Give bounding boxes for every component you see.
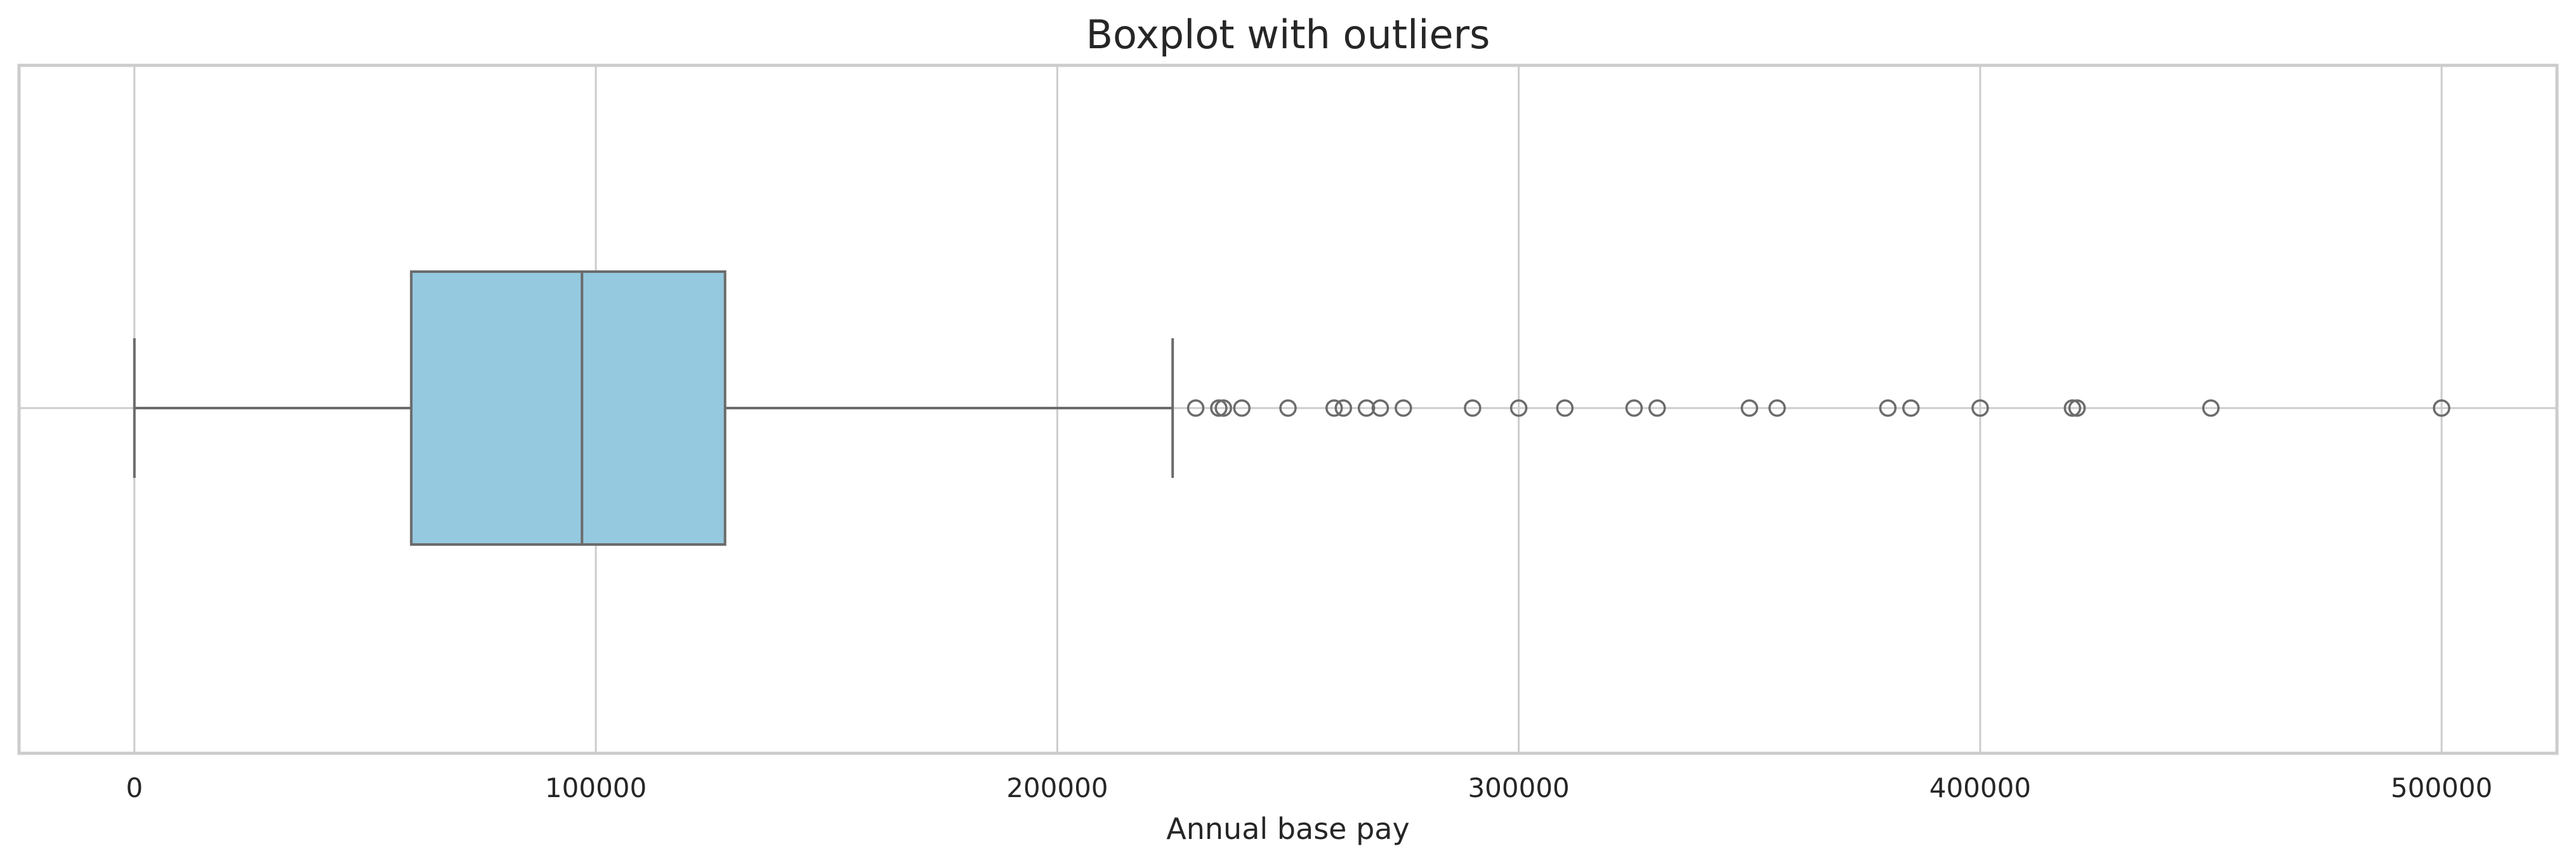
outlier-point bbox=[2063, 399, 2082, 417]
outlier-point bbox=[1334, 399, 1353, 417]
outlier-point bbox=[1357, 399, 1376, 417]
x-tick-label: 500000 bbox=[2391, 772, 2492, 803]
x-tick-label: 300000 bbox=[1468, 772, 1569, 803]
plot-frame bbox=[17, 63, 2559, 755]
outlier-point bbox=[1879, 399, 1897, 417]
outlier-point bbox=[1325, 399, 1343, 417]
outlier-point bbox=[1233, 399, 1251, 417]
outlier-point bbox=[2202, 399, 2220, 417]
outlier-point bbox=[1395, 399, 1412, 417]
x-tick-label: 100000 bbox=[545, 772, 647, 803]
x-tick-label: 0 bbox=[126, 772, 143, 803]
outlier-layer bbox=[1186, 399, 2450, 417]
x-tick-label: 200000 bbox=[1006, 772, 1108, 803]
x-tick-label: 400000 bbox=[1929, 772, 2031, 803]
x-tick-labels: 0 100000 200000 300000 400000 500000 bbox=[126, 772, 2492, 803]
outlier-point bbox=[1740, 399, 1759, 417]
outlier-point bbox=[1214, 399, 1232, 417]
outlier-point bbox=[1186, 399, 1205, 417]
outlier-point bbox=[1210, 399, 1228, 417]
outlier-point bbox=[2433, 399, 2450, 417]
outlier-point bbox=[1625, 399, 1643, 417]
outlier-point bbox=[1768, 399, 1786, 417]
outlier-point bbox=[1371, 399, 1390, 417]
outlier-point bbox=[1509, 399, 1528, 417]
outlier-point bbox=[1648, 399, 1666, 417]
outlier-point bbox=[1556, 399, 1574, 417]
chart-title: Boxplot with outliers bbox=[1086, 11, 1490, 58]
x-axis-label: Annual base pay bbox=[1166, 812, 1409, 846]
iqr-box bbox=[410, 270, 726, 546]
outlier-point bbox=[1971, 399, 1989, 417]
outlier-point bbox=[2068, 399, 2086, 417]
outlier-point bbox=[1464, 399, 1482, 417]
box-layer bbox=[133, 270, 1174, 546]
outlier-point bbox=[1279, 399, 1297, 417]
outlier-point bbox=[1902, 399, 1920, 417]
